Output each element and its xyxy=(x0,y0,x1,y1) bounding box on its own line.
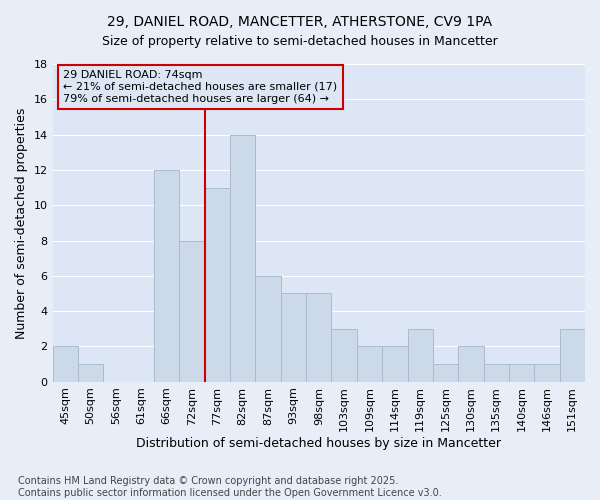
Bar xyxy=(256,276,281,382)
Y-axis label: Number of semi-detached properties: Number of semi-detached properties xyxy=(15,107,28,338)
Text: Size of property relative to semi-detached houses in Mancetter: Size of property relative to semi-detach… xyxy=(102,35,498,48)
Bar xyxy=(230,134,256,382)
Bar xyxy=(205,188,230,382)
Bar xyxy=(331,329,357,382)
Bar xyxy=(179,240,205,382)
Bar xyxy=(53,346,78,382)
Bar xyxy=(306,294,331,382)
Bar xyxy=(484,364,509,382)
Text: 29 DANIEL ROAD: 74sqm
← 21% of semi-detached houses are smaller (17)
79% of semi: 29 DANIEL ROAD: 74sqm ← 21% of semi-deta… xyxy=(63,70,337,104)
Bar xyxy=(382,346,407,382)
Bar xyxy=(357,346,382,382)
Bar xyxy=(407,329,433,382)
X-axis label: Distribution of semi-detached houses by size in Mancetter: Distribution of semi-detached houses by … xyxy=(136,437,501,450)
Bar xyxy=(78,364,103,382)
Text: 29, DANIEL ROAD, MANCETTER, ATHERSTONE, CV9 1PA: 29, DANIEL ROAD, MANCETTER, ATHERSTONE, … xyxy=(107,15,493,29)
Bar xyxy=(560,329,585,382)
Bar xyxy=(281,294,306,382)
Bar xyxy=(458,346,484,382)
Bar xyxy=(534,364,560,382)
Bar xyxy=(154,170,179,382)
Bar xyxy=(433,364,458,382)
Text: Contains HM Land Registry data © Crown copyright and database right 2025.
Contai: Contains HM Land Registry data © Crown c… xyxy=(18,476,442,498)
Bar xyxy=(509,364,534,382)
